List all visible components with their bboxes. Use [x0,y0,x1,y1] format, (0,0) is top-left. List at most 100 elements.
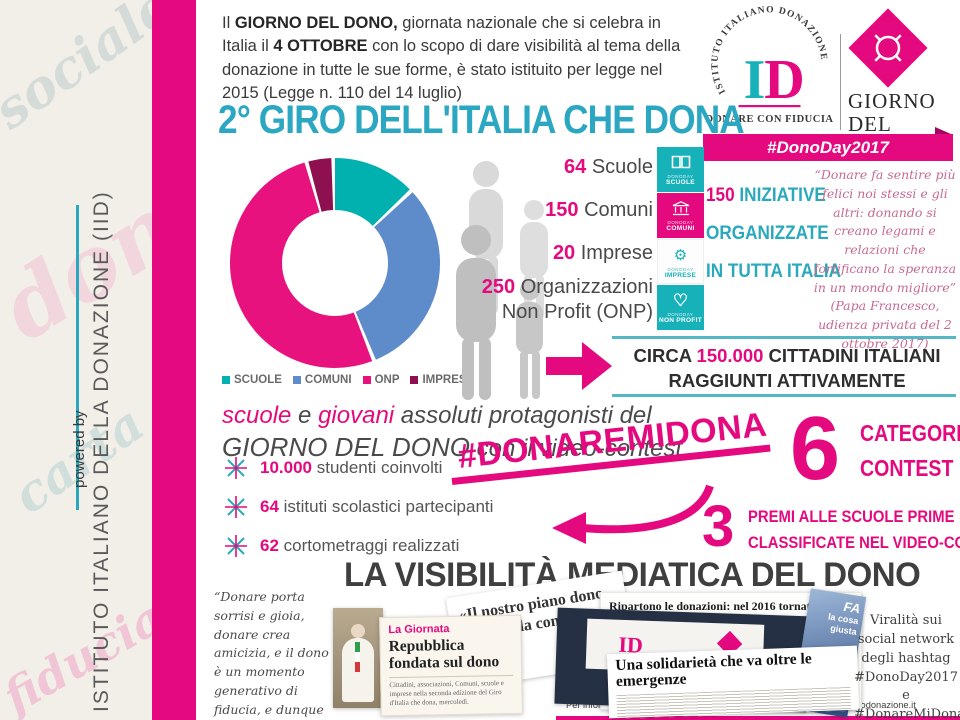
intro-text: e [291,402,319,429]
bullet-cortometraggi: 62 cortometraggi realizzati [224,534,564,558]
intro-text: giornata nazionale che si celebra in Ita… [222,14,661,56]
donut-segment-scuole [230,158,440,368]
legend-label: IMPRESE [422,374,475,386]
three-number: 3 [702,494,735,559]
stat-label: Scuole [586,156,653,178]
stat-label: Comuni [578,199,653,221]
legend-label: SCUOLE [234,374,282,386]
reach-suffix: CITTADINI ITALIANI [763,345,941,366]
iid-tagline: DONARE CON FIDUCIA [705,114,833,125]
bullet-value: 62 [260,536,279,555]
stat-value: 64 [564,156,587,178]
clipping-headline: Repubblica fondata sul dono [388,636,500,673]
intro-bold: 4 OTTOBRE [273,37,368,56]
legend-swatch [292,376,301,384]
stat-imprese: 20 Imprese [553,242,653,265]
bullet-label: studenti coinvolti [312,458,443,477]
intro-text: assoluti protagonisti del [394,402,652,429]
iniziative-line3: IN TUTTA ITALIA [706,260,842,283]
footer-magenta-bar [556,716,960,720]
intro-text: Il [222,14,235,32]
quote-text: “Donare fa sentire più felici noi stessi… [813,167,957,295]
clipping-kicker: La Giornata [388,623,450,637]
event-title-vertical: GIORNO DEL DONO 2017 [0,71,9,708]
three-label-2: CLASSIFICATE NEL VIDEO-CONTEST [748,534,960,552]
chart-legend: SCUOLE COMUNI ONP IMPRESE [222,374,474,386]
three-label-1: PREMI ALLE SCUOLE PRIME [748,508,955,526]
donoday-ribbon: #DonoDay2017 [703,127,953,161]
legend-swatch [362,376,371,384]
stat-label: Imprese [575,242,653,264]
section-heading-giro: 2° GIRO DELL'ITALIA CHE DONA [218,98,745,142]
diamond-ornament [874,34,902,62]
contest-intro-line1: scuole e giovani assoluti protagonisti d… [222,400,682,431]
teal-rule-top [612,336,956,339]
watermark-word: sociale [0,0,152,142]
stat-scuole: 64 Scuole [564,156,653,179]
iniziative-number: 150 [706,184,735,206]
media-heading: LA VISIBILITÀ MEDIATICA DEL DONO [344,556,921,594]
quote-text: “Donare porta sorrisi e gioia, donare cr… [214,589,329,717]
donut-chart-svg [230,158,440,368]
quote-papa-francesco: “Donare fa sentire più felici noi stessi… [812,166,958,354]
bullet-value: 64 [260,497,279,516]
donut-segment-comuni [230,158,440,368]
badge-line2: COMUNI [666,225,695,232]
stat-comuni: 150 Comuni [545,199,653,222]
iniziative-line2: ORGANIZZATE [706,222,829,245]
left-sidebar: sociale dono carta fiducia GIORNO DEL DO… [0,0,152,720]
stat-onp: 250 Organizzazioni Non Profit (ONP) [473,275,653,325]
bullet-label: istituti scolastici partecipanti [278,497,494,516]
legend-item: ONP [362,374,399,386]
asterisk-star-icon [225,496,247,518]
asterisk-star-icon [225,535,247,557]
clipping-body: Cittadini, associazioni, Comuni, scuole … [389,675,514,709]
clipping-solidarieta: Una solidarietà che va oltre le emergenz… [606,645,860,719]
clipping-headline: Una solidarietà che va oltre le emergenz… [615,650,812,691]
bullet-value: 10.000 [260,458,312,477]
vertical-divider-line [76,205,79,510]
donoday-badges: DONODAY SCUOLE DONODAY COMUNI ⚙ DONODAY … [657,147,704,331]
iid-monogram-i: I [744,49,766,111]
stat-value: 20 [552,242,576,264]
reach-statement: CIRCA 150.000 CITTADINI ITALIANI RAGGIUN… [618,344,956,394]
clipping-body-lines [616,686,852,719]
organization-name-vertical: ISTITUTO ITALIANO DELLA DONAZIONE (IID) [90,190,113,712]
intro-paragraph: Il GIORNO DEL DONO, giornata nazionale c… [222,12,696,106]
contest-bullets: 10.000 studenti coinvolti 64 istituti sc… [224,456,564,573]
iid-logo-rule [738,105,801,108]
quote-attribution: (Papa Francesco, udienza privata del 2 o… [818,298,952,351]
asterisk-star-icon [225,457,247,479]
badge-donoday-scuole: DONODAY SCUOLE [657,147,704,192]
badge-line1: DONODAY [667,267,694,272]
curved-arrow-icon [552,484,714,544]
social-virality-note: Viralità sui social network degli hashta… [854,613,960,720]
bullet-studenti: 10.000 studenti coinvolti [224,456,564,480]
people-silhouettes-graphic [456,161,548,400]
donut-chart [220,148,450,383]
iid-logo: ISTITUTO ITALIANO DONAZIONE I D DONARE C… [705,5,833,125]
arrow-right-icon [546,342,612,390]
stat-label: Organizzazioni Non Profit (ONP) [501,276,653,323]
six-label-2: CONTEST [860,455,954,481]
legend-item: COMUNI [292,374,352,386]
giorno-del-dono-caps: GIORNO DEL DONO [222,432,471,463]
intro-bold: GIORNO DEL DONO, [234,14,398,32]
six-number: 6 [790,399,841,499]
reach-line2: RAGGIUNTI ATTIVAMENTE [668,369,906,391]
stat-value: 250 [481,276,516,298]
badge-line1: DONODAY [667,174,694,179]
teal-rule-bottom [612,394,956,397]
badge-donoday-nonprofit: ♡ DONODAY NON PROFIT [657,285,704,330]
magenta-accent-bar [152,0,196,720]
quote-mattarella: “Donare porta sorrisi e gioia, donare cr… [214,588,338,720]
legend-item: IMPRESE [410,374,474,386]
bank-icon [657,193,704,220]
badge-donoday-imprese: ⚙ DONODAY IMPRESE [657,239,704,284]
badge-line2: SCUOLE [666,179,695,186]
iid-monogram-d: D [764,49,804,111]
heart-icon: ♡ [672,290,689,310]
italian-sash [355,642,360,672]
logo-divider [840,34,841,130]
reach-prefix: CIRCA [633,345,697,366]
